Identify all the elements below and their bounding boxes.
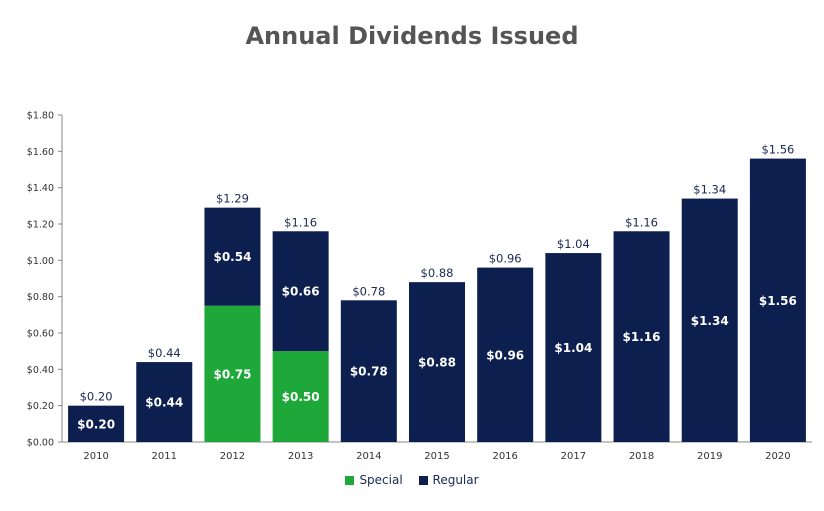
y-tick-label: $0.20 — [27, 401, 54, 412]
bar-special — [204, 305, 261, 442]
x-tick-label: 2011 — [152, 451, 177, 462]
segment-label: $1.16 — [623, 330, 661, 344]
legend: Special Regular — [0, 473, 824, 488]
segment-label: $1.34 — [691, 314, 729, 328]
y-tick-label: $1.60 — [27, 147, 54, 158]
bar-regular — [613, 231, 670, 442]
legend-item-special: Special — [345, 473, 403, 487]
total-label: $0.88 — [421, 266, 454, 280]
total-label: $1.04 — [557, 237, 590, 251]
total-label: $1.16 — [625, 215, 658, 229]
x-tick-label: 2018 — [629, 451, 654, 462]
segment-label: $0.54 — [213, 250, 251, 264]
total-label: $1.29 — [216, 192, 249, 206]
total-label: $0.96 — [489, 252, 522, 266]
bar-regular — [749, 158, 806, 442]
x-tick-label: 2017 — [561, 451, 586, 462]
legend-swatch-special — [345, 475, 355, 485]
total-label: $1.16 — [284, 215, 317, 229]
segment-label: $1.04 — [554, 341, 592, 355]
segment-label: $0.88 — [418, 356, 456, 370]
y-tick-label: $1.80 — [27, 111, 54, 122]
bar-special — [272, 351, 329, 442]
segment-label: $0.50 — [282, 390, 320, 404]
x-tick-label: 2013 — [288, 451, 313, 462]
segment-label: $0.44 — [145, 396, 183, 410]
y-tick-label: $1.00 — [27, 256, 54, 267]
bar-regular — [681, 198, 738, 442]
segment-label: $0.78 — [350, 365, 388, 379]
x-tick-label: 2010 — [83, 451, 108, 462]
chart-title: Annual Dividends Issued — [245, 22, 579, 50]
y-tick-label: $0.60 — [27, 329, 54, 340]
segment-label: $0.20 — [77, 417, 115, 431]
total-label: $0.78 — [352, 284, 385, 298]
legend-label-special: Special — [359, 473, 403, 487]
legend-label-regular: Regular — [432, 473, 479, 487]
total-label: $0.44 — [148, 346, 181, 360]
y-tick-label: $0.00 — [27, 438, 54, 449]
total-label: $0.20 — [80, 390, 113, 404]
y-tick-label: $0.40 — [27, 365, 54, 376]
x-tick-label: 2019 — [697, 451, 722, 462]
bar-regular — [477, 267, 534, 442]
x-tick-label: 2020 — [765, 451, 790, 462]
legend-swatch-regular — [418, 475, 428, 485]
x-tick-label: 2012 — [220, 451, 245, 462]
total-label: $1.56 — [761, 143, 794, 157]
legend-item-regular: Regular — [418, 473, 479, 487]
y-tick-label: $1.20 — [27, 220, 54, 231]
x-tick-label: 2014 — [356, 451, 381, 462]
bar-regular — [545, 253, 602, 442]
bar-regular — [272, 231, 329, 352]
bar-regular — [136, 362, 193, 442]
x-tick-label: 2016 — [492, 451, 517, 462]
y-tick-label: $0.80 — [27, 292, 54, 303]
segment-label: $1.56 — [759, 294, 797, 308]
y-tick-label: $1.40 — [27, 183, 54, 194]
segment-label: $0.66 — [282, 285, 320, 299]
segment-label: $0.75 — [213, 367, 251, 381]
bar-regular — [68, 405, 125, 442]
bar-regular — [204, 207, 261, 306]
bar-regular — [340, 300, 397, 442]
bar-regular — [409, 282, 465, 442]
x-tick-label: 2015 — [424, 451, 449, 462]
segment-label: $0.96 — [486, 348, 524, 362]
total-label: $1.34 — [693, 183, 726, 197]
